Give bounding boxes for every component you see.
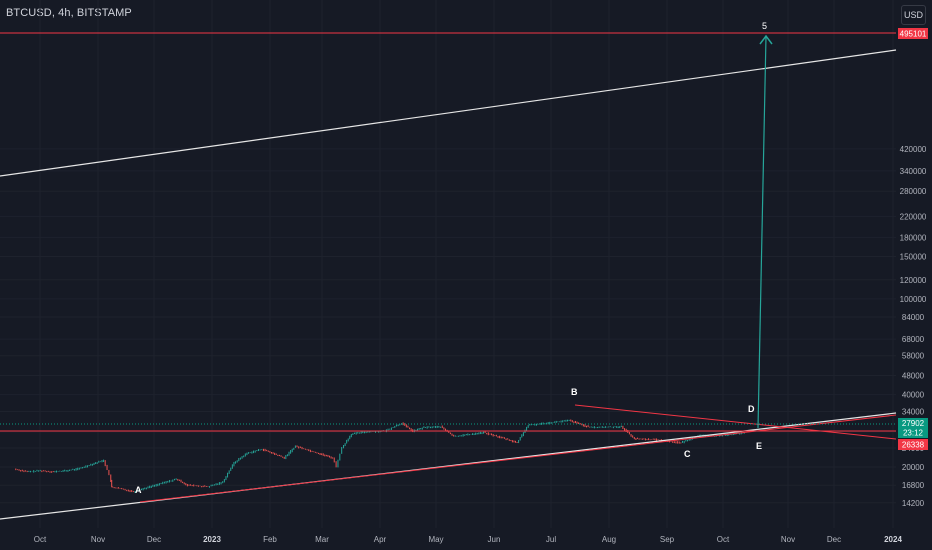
y-tick-label: 84000 [902, 313, 925, 322]
x-tick-label: 2023 [203, 535, 221, 544]
y-tick-label: 40000 [902, 391, 925, 400]
wave-label-e: E [756, 441, 762, 451]
price-label-target: 495101 [898, 28, 928, 39]
x-tick-label: Oct [34, 535, 47, 544]
y-tick-label: 420000 [900, 145, 927, 154]
x-tick-label: Jul [546, 535, 556, 544]
price-label-target-text: 495101 [900, 30, 927, 39]
channel-line-upper [0, 49, 897, 177]
wave-label-d: D [748, 404, 755, 414]
y-tick-label: 150000 [900, 252, 927, 261]
y-tick-label: 34000 [902, 408, 925, 417]
y-axis-ticks: 1420016800200002400028000340004000048000… [900, 145, 927, 508]
x-tick-label: Feb [263, 535, 277, 544]
y-tick-label: 280000 [900, 187, 927, 196]
y-tick-label: 14200 [902, 499, 925, 508]
x-tick-label: Jun [488, 535, 501, 544]
projection-arrow-head [759, 34, 773, 45]
x-tick-label: Oct [717, 535, 730, 544]
wave-label-c: C [684, 449, 691, 459]
y-tick-label: 180000 [900, 233, 927, 242]
price-label-support: 26338 [898, 439, 928, 450]
x-tick-label: 2024 [884, 535, 902, 544]
y-tick-label: 58000 [902, 352, 925, 361]
wave-label-b: B [571, 387, 578, 397]
grid [0, 0, 896, 528]
chart-title: BTCUSD, 4h, BITSTAMP [6, 7, 132, 19]
y-tick-label: 68000 [902, 335, 925, 344]
support-line-lower-red [139, 414, 897, 503]
wave-label-a: A [135, 485, 142, 495]
x-tick-label: Nov [91, 535, 105, 544]
y-tick-label: 20000 [902, 463, 925, 472]
x-tick-label: Dec [147, 535, 161, 544]
projection-arrow-line [757, 35, 767, 429]
x-tick-label: Apr [374, 535, 387, 544]
x-axis-ticks: Oct Nov Dec 2023 Feb Mar Apr May Jun Jul Aug Sep Oct… [34, 535, 903, 544]
price-label-support-text: 26338 [902, 441, 925, 450]
x-tick-label: Mar [315, 535, 329, 544]
currency-button[interactable]: USD [901, 5, 926, 25]
price-label-current-text: 27902 [902, 419, 925, 428]
x-tick-label: Dec [827, 535, 841, 544]
x-tick-label: Aug [602, 535, 616, 544]
x-tick-label: May [428, 535, 443, 544]
x-tick-label: Nov [781, 535, 795, 544]
y-tick-label: 120000 [900, 276, 927, 285]
x-tick-label: Sep [660, 535, 675, 544]
y-tick-label: 220000 [900, 212, 927, 221]
price-label-countdown-text: 23:12 [903, 429, 924, 438]
y-tick-label: 100000 [900, 295, 927, 304]
price-series-group [15, 419, 747, 493]
price-label-current: 27902 23:12 [898, 418, 928, 438]
y-tick-label: 48000 [902, 372, 925, 381]
wave-label-5: 5 [762, 21, 767, 31]
y-tick-label: 340000 [900, 167, 927, 176]
triangle-upper-line [574, 404, 897, 440]
y-tick-label: 16800 [902, 481, 925, 490]
